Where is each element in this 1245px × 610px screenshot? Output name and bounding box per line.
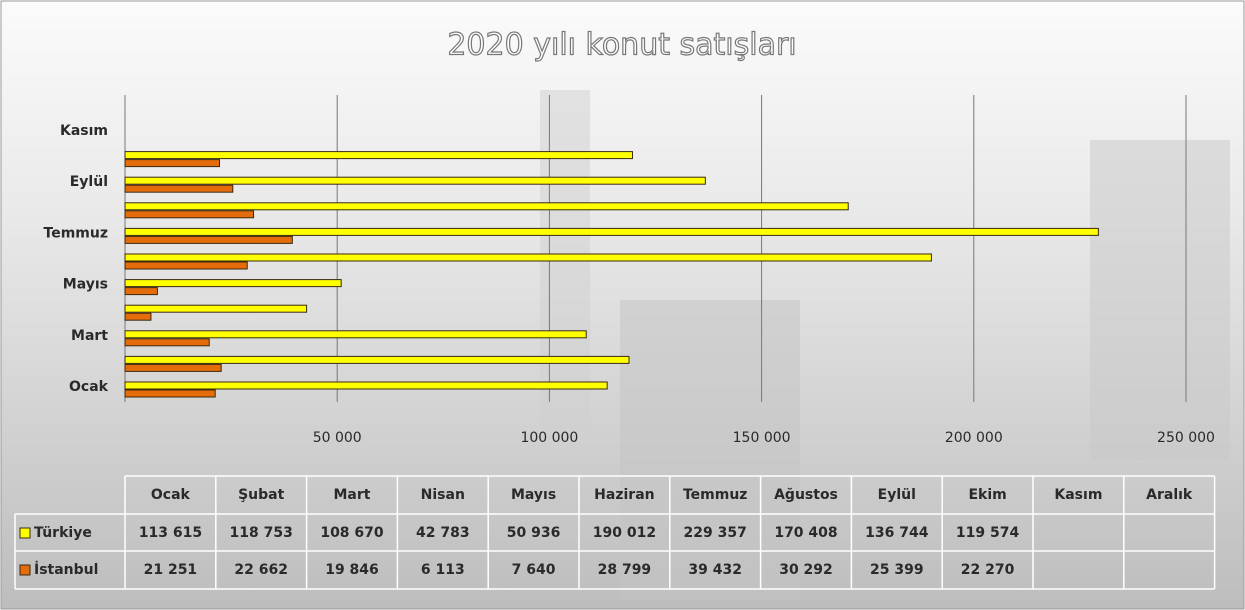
table-cell: 229 357 [684, 525, 747, 541]
table-header: Nisan [421, 487, 465, 503]
bar [124, 202, 849, 211]
bar [124, 227, 1099, 236]
bar [124, 176, 706, 185]
x-tick-label: 50 000 [313, 430, 362, 446]
bar [124, 363, 222, 372]
table-cell: 118 753 [230, 525, 293, 541]
bg-building [620, 300, 800, 600]
bar [124, 184, 234, 193]
table-cell: 6 113 [421, 562, 465, 578]
table-header: Mayıs [511, 487, 556, 503]
table-header: Haziran [594, 487, 654, 503]
y-tick-label: Kasım [60, 123, 108, 139]
bar [124, 330, 587, 339]
bar [124, 159, 221, 168]
table-cell: 22 662 [234, 562, 288, 578]
table-cell: 22 270 [961, 562, 1015, 578]
table-cell: 21 251 [144, 562, 198, 578]
table-cell: 50 936 [507, 525, 561, 541]
table-header: Eylül [878, 487, 916, 503]
chart-title: 2020 yılı konut satışları [447, 28, 796, 63]
table-cell: 7 640 [512, 562, 556, 578]
bar [124, 312, 152, 321]
bar [124, 338, 210, 347]
legend-label: Türkiye [34, 525, 92, 541]
legend-swatch [19, 564, 31, 576]
bar [124, 389, 216, 398]
table-cell: 108 670 [320, 525, 384, 541]
table-cell: 190 012 [593, 525, 656, 541]
table-header: Mart [334, 487, 371, 503]
table-cell: 42 783 [416, 525, 470, 541]
table-cell: 170 408 [774, 525, 837, 541]
bar [124, 261, 248, 270]
y-tick-label: Eylül [70, 174, 108, 190]
y-tick-label: Temmuz [44, 225, 108, 241]
bg-building [1090, 140, 1230, 460]
bar [124, 304, 308, 313]
table-header: Kasım [1054, 487, 1102, 503]
table-cell: 28 799 [598, 562, 652, 578]
table-header: Şubat [238, 487, 285, 503]
table-cell: 19 846 [325, 562, 379, 578]
bar [124, 210, 255, 219]
table-cell: 39 432 [688, 562, 742, 578]
bar [124, 381, 608, 390]
legend-label: İstanbul [34, 561, 98, 578]
table-cell: 113 615 [139, 525, 202, 541]
bar [124, 355, 630, 364]
x-tick-label: 200 000 [945, 430, 1003, 446]
table-cell: 25 399 [870, 562, 924, 578]
y-tick-label: Mart [71, 328, 108, 344]
table-header: Ocak [151, 487, 191, 503]
bar [124, 151, 633, 160]
x-tick-label: 250 000 [1157, 430, 1215, 446]
bar [124, 279, 342, 288]
x-tick-label: 150 000 [733, 430, 791, 446]
x-tick-label: 100 000 [520, 430, 578, 446]
table-cell: 136 744 [865, 525, 929, 541]
y-tick-label: Mayıs [63, 277, 108, 293]
table-header: Aralık [1146, 487, 1193, 503]
legend-swatch [19, 527, 31, 539]
bar [124, 253, 932, 262]
bar [124, 287, 158, 296]
y-tick-label: Ocak [69, 379, 109, 395]
table-cell: 119 574 [956, 525, 1020, 541]
table-header: Ekim [968, 487, 1006, 503]
bar [124, 235, 293, 244]
table-header: Ağustos [774, 487, 838, 503]
table-header: Temmuz [683, 487, 747, 503]
table-cell: 30 292 [779, 562, 833, 578]
